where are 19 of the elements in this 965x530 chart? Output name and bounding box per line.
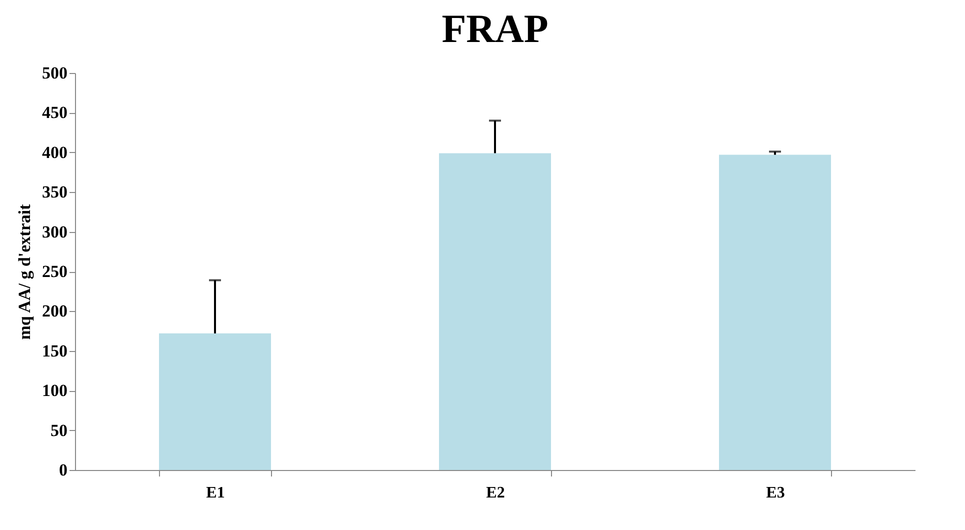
y-tick-label: 0: [59, 460, 68, 480]
y-tick-label: 350: [42, 182, 68, 202]
y-tick-label: 50: [50, 420, 68, 440]
y-tick-label: 250: [42, 262, 68, 281]
bar: [159, 333, 271, 470]
y-tick-label: 400: [42, 142, 68, 162]
x-tick-label: E1: [206, 484, 225, 502]
x-tick-label: E3: [766, 484, 785, 502]
y-tick-label: 450: [42, 103, 68, 122]
y-tick-label: 100: [42, 381, 68, 400]
y-tick-label: 500: [42, 64, 68, 82]
y-tick-label: 200: [42, 302, 68, 321]
bar: [719, 154, 831, 470]
y-tick-label: 150: [42, 341, 68, 360]
chart-title: FRAP: [442, 6, 548, 51]
x-tick-label: E2: [486, 484, 505, 502]
y-tick-label: 300: [42, 222, 68, 242]
y-axis-title: mq AA/ g d'extrait: [15, 204, 34, 340]
bar: [439, 153, 551, 470]
